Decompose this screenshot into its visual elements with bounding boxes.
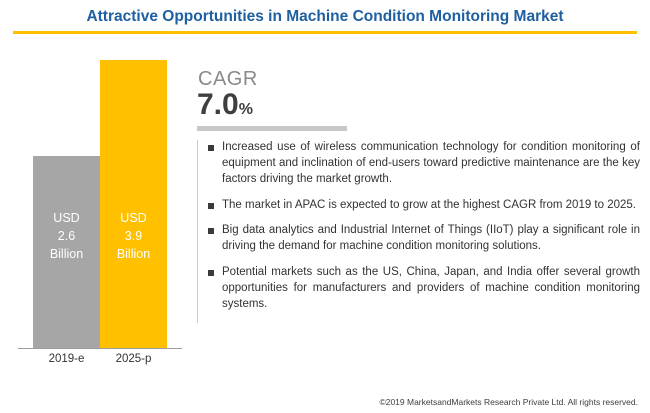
bar-2025-p: USD 3.9 Billion: [100, 60, 167, 348]
copyright-text: ©2019 MarketsandMarkets Research Private…: [379, 397, 638, 407]
x-axis-label: 2025-p: [115, 353, 152, 365]
bullet-text: Potential markets such as the US, China,…: [222, 266, 640, 310]
bar-chart: USD 2.6 Billion USD 3.9 Billion: [33, 60, 167, 348]
square-bullet-icon: [208, 145, 214, 151]
square-bullet-icon: [208, 228, 214, 235]
bullet-item: Increased use of wireless communication …: [208, 140, 640, 188]
title-underline: [13, 31, 637, 34]
cagr-value: 7.0%: [197, 88, 253, 122]
bullet-text: Big data analytics and Industrial Intern…: [222, 224, 640, 253]
bar-value-label: USD 3.9 Billion: [116, 211, 151, 261]
cagr-number: 7.0: [197, 88, 239, 121]
square-bullet-icon: [208, 270, 214, 277]
bar-2019-e: USD 2.6 Billion: [33, 156, 100, 348]
cagr-label: CAGR: [198, 68, 258, 90]
square-bullet-icon: [208, 202, 214, 209]
bullet-item: Big data analytics and Industrial Intern…: [208, 223, 640, 255]
bar-value-label: USD 2.6 Billion: [49, 211, 84, 261]
x-axis-labels: 2019-e 2025-p: [33, 353, 167, 365]
bullet-list: Increased use of wireless communication …: [197, 140, 640, 323]
bullet-text: The market in APAC is expected to grow a…: [222, 198, 636, 211]
cagr-underline: [197, 126, 347, 131]
bullet-text: Increased use of wireless communication …: [222, 141, 640, 185]
percent-sign: %: [238, 101, 253, 118]
x-axis-line: [18, 348, 182, 349]
bullet-item: Potential markets such as the US, China,…: [208, 265, 640, 313]
bullet-item: The market in APAC is expected to grow a…: [208, 198, 640, 214]
x-axis-label: 2019-e: [48, 353, 85, 365]
page-title: Attractive Opportunities in Machine Cond…: [86, 8, 564, 25]
